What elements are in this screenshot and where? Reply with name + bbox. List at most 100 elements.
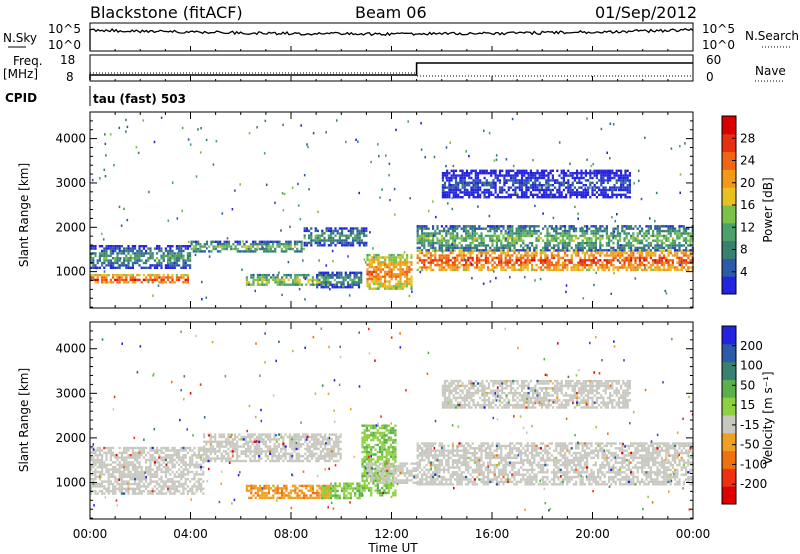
range-gate-cell [120,490,123,493]
range-gate-cell [211,447,215,451]
range-gate-cell [592,234,595,238]
range-gate-cell [588,227,591,230]
range-gate-cell [156,487,159,490]
range-gate-cell [227,443,230,446]
range-gate-cell [579,241,582,245]
range-gate-cell [151,278,154,282]
range-gate-cell [619,254,622,257]
range-gate-cell [377,268,380,271]
range-gate-cell [576,196,579,199]
range-gate-cell [581,227,584,230]
range-gate-cell [366,268,369,271]
range-gate-cell [120,273,123,277]
range-gate-cell [90,254,93,257]
range-gate-cell [468,196,471,199]
range-gate-cell [140,466,143,469]
range-gate-cell [550,261,553,264]
range-gate-cell [445,246,448,250]
range-gate-cell [423,232,426,235]
range-gate-cell [520,176,524,180]
range-gate-cell [283,273,286,277]
range-gate-cell [158,281,161,284]
range-gate-cell [167,254,170,257]
range-gate-cell [109,473,112,476]
range-gate-cell [533,259,536,262]
range-gate-cell [561,266,564,269]
range-gate-cell [123,487,126,490]
range-gate-cell [147,259,150,262]
range-gate-cell [125,475,128,478]
range-gate-cell [101,454,104,457]
range-gate-cell [186,473,189,476]
range-gate-cell [449,263,452,267]
range-gate-cell [581,263,584,267]
power-ylabel: Slant Range [km] [17,163,31,267]
range-gate-cell [373,277,376,281]
range-gate-cell [265,183,268,186]
range-gate-cell [178,264,181,267]
range-gate-cell [201,298,203,301]
range-gate-cell [564,259,567,262]
range-gate-cell [454,237,457,240]
range-gate-cell [625,232,628,235]
range-gate-cell [612,246,615,250]
range-gate-cell [197,456,200,459]
range-gate-cell [208,245,211,248]
range-gate-cell [197,463,200,466]
range-gate-cell [107,490,110,493]
range-gate-cell [112,485,115,488]
range-gate-cell [636,237,639,240]
range-gate-cell [401,270,404,274]
range-gate-cell [490,193,493,196]
range-gate-cell [134,492,137,495]
range-gate-cell [327,276,330,279]
range-gate-cell [160,492,163,495]
range-gate-cell [671,237,674,240]
range-gate-cell [193,475,196,478]
range-gate-cell [454,227,457,230]
range-gate-cell [281,283,284,286]
range-gate-cell [182,257,185,260]
range-gate-cell [572,225,575,228]
range-gate-cell [287,273,290,277]
range-gate-cell [638,259,641,262]
range-gate-cell [157,284,160,287]
range-gate-cell [145,245,148,248]
range-gate-cell [180,461,183,464]
range-gate-cell [553,227,556,230]
range-gate-cell [440,229,443,233]
range-gate-cell [522,241,525,245]
range-gate-cell [365,241,368,245]
range-gate-cell [456,259,459,262]
range-gate-cell [418,237,421,240]
range-gate-cell [296,276,299,279]
range-gate-cell [109,449,112,452]
range-gate-cell [392,265,395,269]
range-gate-cell [452,174,455,177]
range-gate-cell [243,243,246,246]
range-gate-cell [685,232,688,235]
range-gate-cell [580,186,583,189]
range-gate-cell [408,282,411,286]
range-gate-cell [296,281,299,284]
range-gate-cell [528,254,531,257]
range-gate-cell [280,243,283,246]
range-gate-cell [125,490,128,493]
range-gate-cell [557,266,560,269]
range-gate-cell [125,463,128,466]
range-gate-cell [484,261,487,264]
range-gate-cell [592,259,595,262]
range-gate-cell [241,250,244,253]
range-gate-cell [498,249,501,252]
range-gate-cell [581,259,584,262]
range-gate-cell [589,169,592,172]
range-gate-cell [485,169,488,172]
range-gate-cell [109,490,112,493]
range-gate-cell [129,446,132,450]
range-gate-cell [615,186,618,189]
range-gate-cell [162,451,165,454]
range-gate-cell [590,229,593,233]
range-gate-cell [488,131,491,135]
range-gate-cell [546,254,549,257]
range-gate-cell [120,458,123,462]
